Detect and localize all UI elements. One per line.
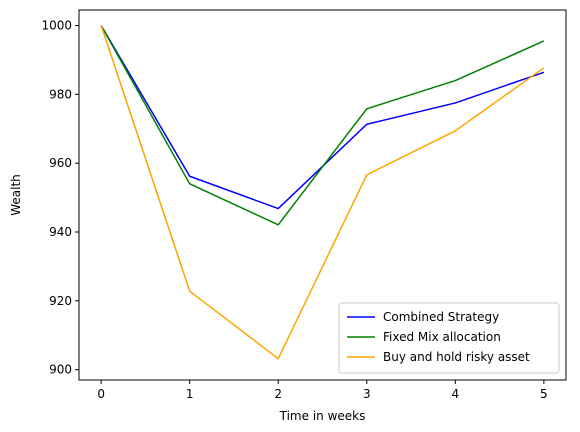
- series-layer: [100, 25, 545, 360]
- y-axis: 900 920 940 960 980 1000: [41, 18, 79, 377]
- y-tick-label: 960: [49, 156, 72, 170]
- legend-entry: Fixed Mix allocation: [383, 330, 501, 344]
- x-tick-label: 5: [540, 387, 548, 401]
- y-axis-label: Wealth: [9, 174, 23, 216]
- x-tick-label: 4: [451, 387, 459, 401]
- x-tick-label: 3: [363, 387, 371, 401]
- series-line-1: [100, 25, 545, 210]
- x-axis: 0 1 2 3 4 5: [97, 380, 548, 401]
- legend-box: [338, 302, 560, 374]
- y-tick-label: 980: [49, 87, 72, 101]
- y-tick-label: 940: [49, 225, 72, 239]
- x-tick-label: 0: [97, 387, 105, 401]
- x-axis-label: Time in weeks: [279, 409, 366, 423]
- series-line-2: [100, 25, 545, 226]
- x-tick-label: 1: [186, 387, 194, 401]
- plot-frame: [78, 9, 567, 381]
- y-tick-label: 920: [49, 294, 72, 308]
- legend-entry: Buy and hold risky asset: [383, 350, 530, 364]
- y-tick-label: 1000: [41, 18, 72, 32]
- series-line-3: [100, 25, 545, 360]
- y-tick-label: 900: [49, 363, 72, 377]
- legend: Combined Strategy Fixed Mix allocation Buy…: [338, 302, 560, 374]
- x-tick-label: 2: [274, 387, 282, 401]
- legend-entry: Combined Strategy: [383, 310, 499, 324]
